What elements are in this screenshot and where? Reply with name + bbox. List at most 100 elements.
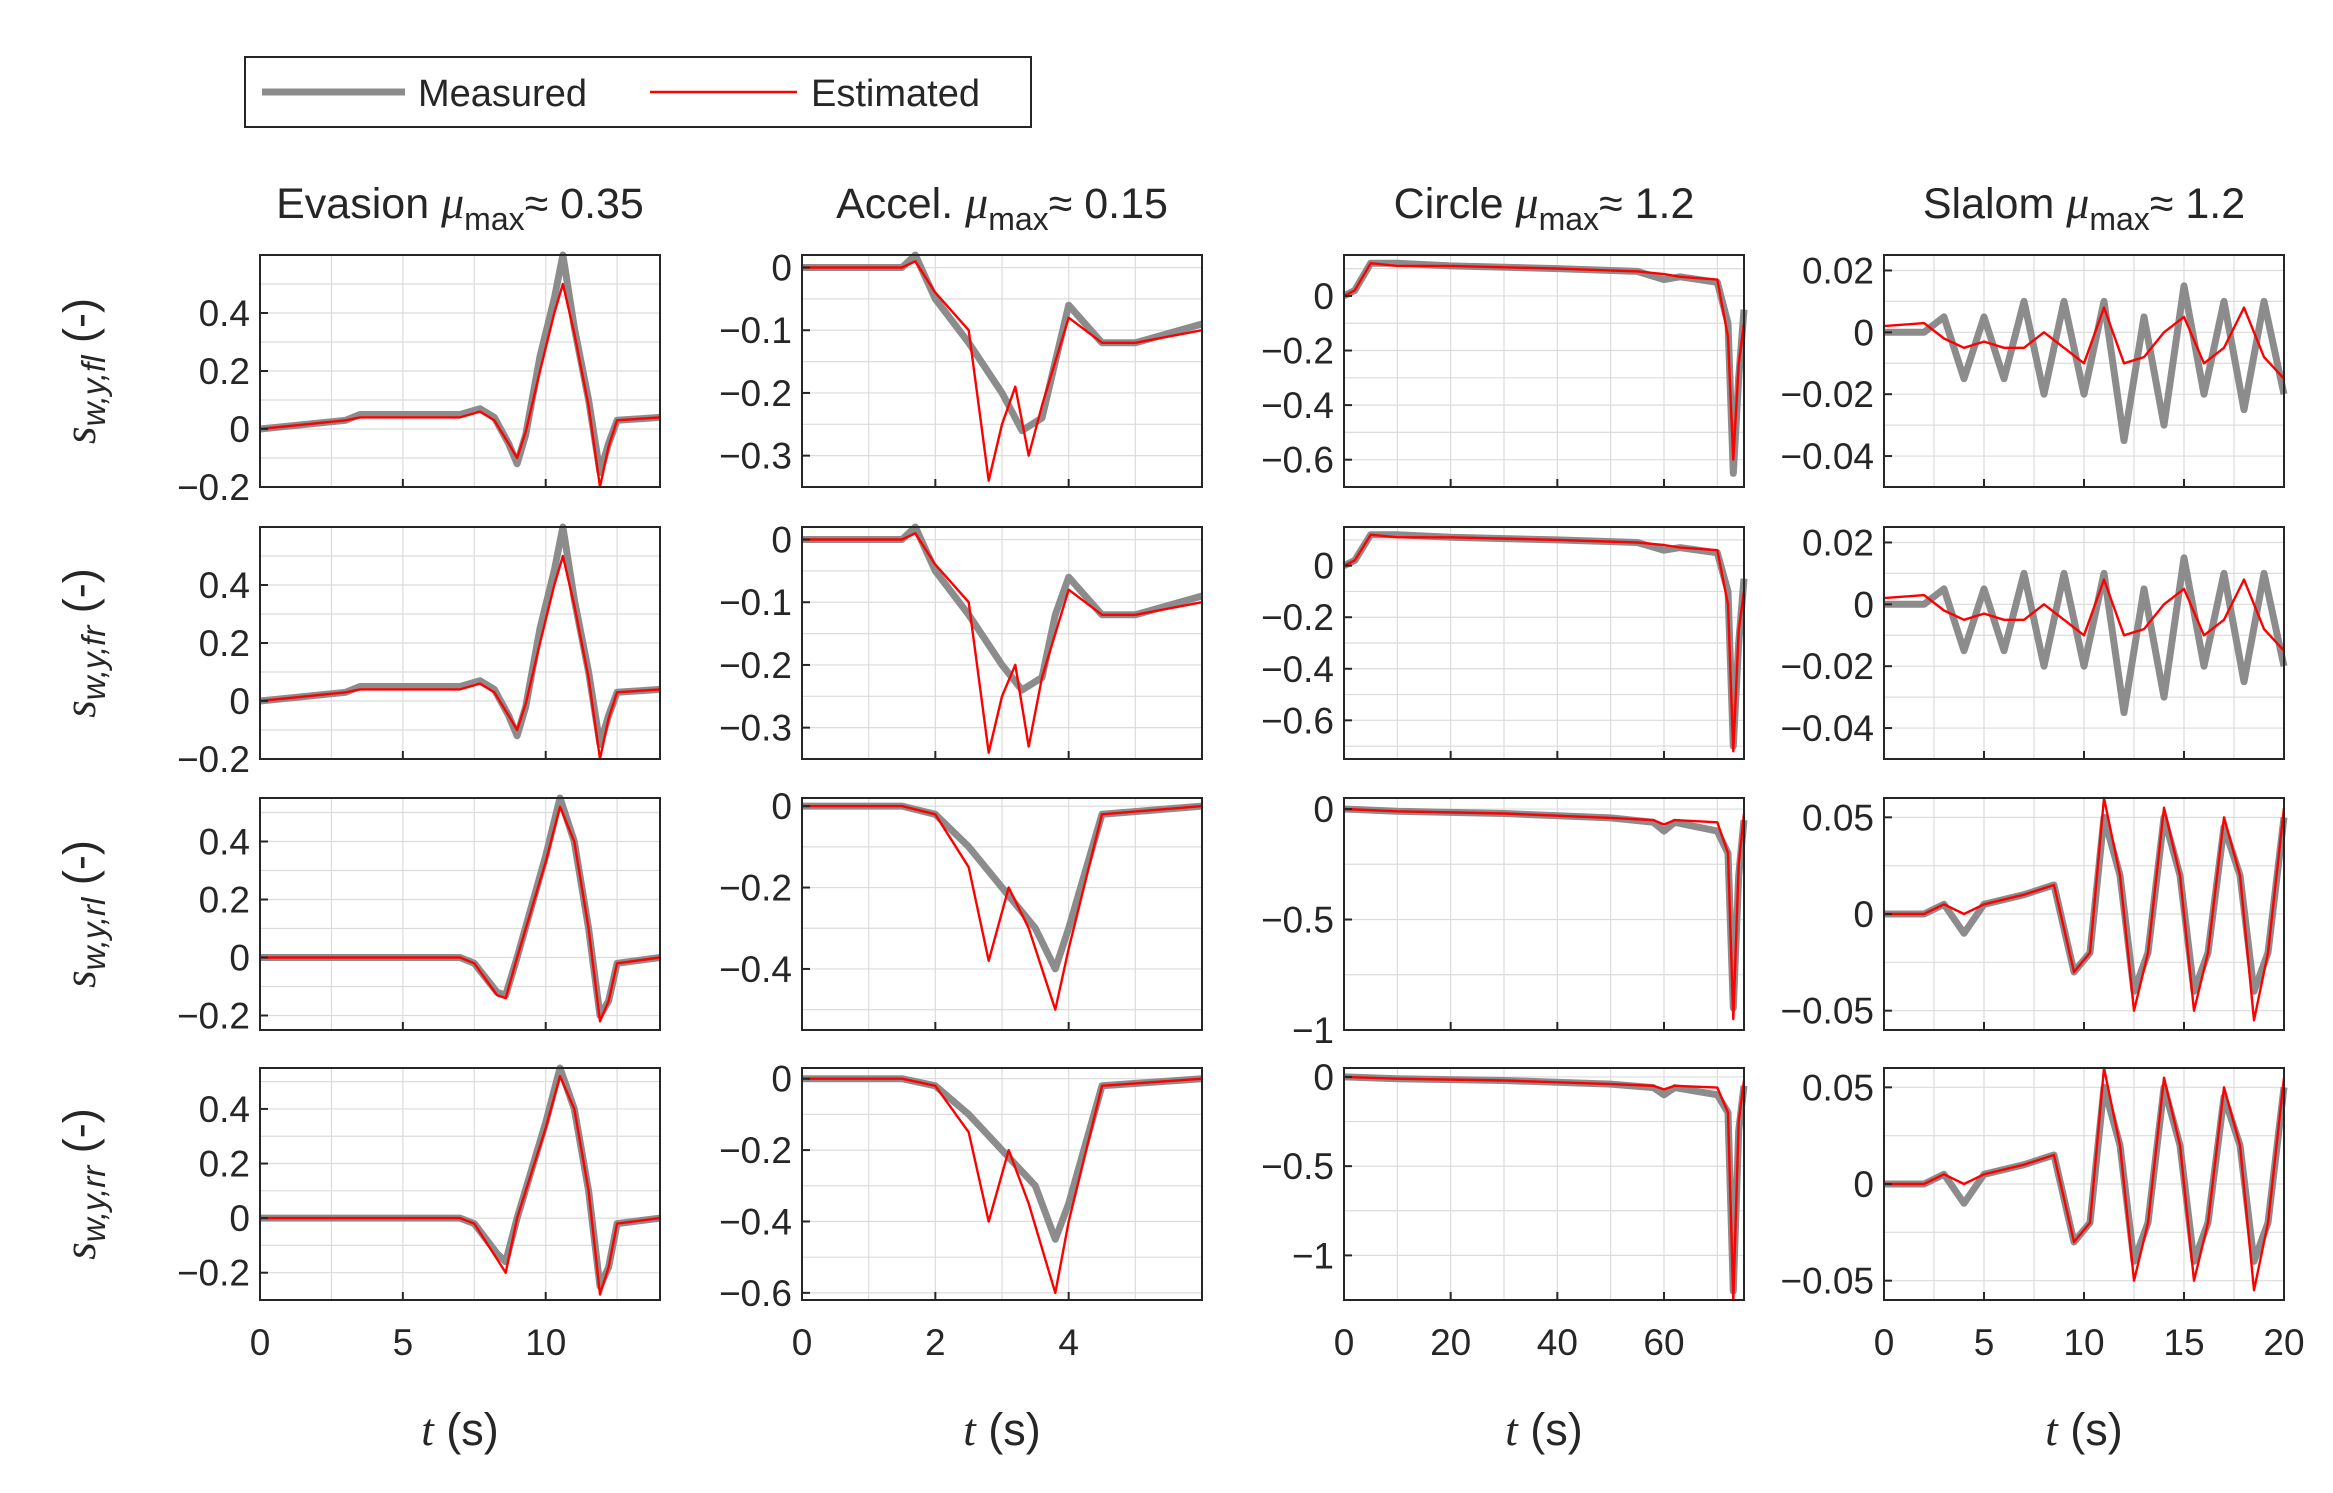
x-tick-label: 15 — [2163, 1322, 2204, 1363]
axes-frame — [1343, 1067, 1745, 1301]
panel-r2-c1: −0.4 −0.2 0 — [719, 786, 1203, 1031]
mu-symbol: μ — [964, 177, 988, 228]
y-tick-label: −0.4 — [719, 1201, 792, 1242]
y-tick-label: −0.2 — [1261, 331, 1334, 372]
y-tick-label: 0 — [1853, 894, 1874, 935]
mu-symbol: μ — [2065, 177, 2089, 228]
panel-r0-c3: −0.04 −0.02 0 0.02 — [1780, 250, 2288, 488]
y-tick-label: −0.02 — [1780, 374, 1874, 415]
y-tick-label: −0.5 — [1261, 900, 1334, 941]
panel-r1-c1: −0.3 −0.2 −0.1 0 — [719, 520, 1203, 760]
measured-line — [259, 251, 661, 476]
y-axis-label-w-y-rr: sw,y,rr (-) — [54, 1108, 112, 1259]
y-tick-label: −0.2 — [719, 868, 792, 909]
y-tick-label: 0.4 — [199, 565, 250, 606]
y-tick-label: −0.2 — [177, 1253, 250, 1294]
panel-r1-c0: −0.2 0 0.2 0.4 sw,y,fr (-) — [54, 523, 661, 780]
y-tick-label: 0.02 — [1802, 250, 1874, 291]
y-tick-label: −0.4 — [1261, 385, 1334, 426]
y-tick-label: 0 — [771, 786, 792, 827]
legend-measured-label: Measured — [418, 73, 587, 115]
y-tick-label: −0.1 — [719, 310, 792, 351]
y-tick-label: −0.4 — [1261, 649, 1334, 690]
x-tick-label: 40 — [1537, 1322, 1578, 1363]
mu-symbol: μ — [440, 177, 464, 228]
estimated-line — [802, 260, 1203, 482]
y-tick-label: 0.4 — [199, 822, 250, 863]
y-tick-label: 0 — [1313, 789, 1334, 830]
estimated-line — [1884, 1066, 2286, 1292]
measured-line — [260, 1064, 661, 1290]
measured-line — [1342, 531, 1748, 750]
x-tick-label: 0 — [792, 1322, 813, 1363]
panel-r2-c0: −0.2 0 0.2 0.4 sw,y,rl (-) — [54, 794, 661, 1037]
y-tick-label: 0 — [229, 681, 250, 722]
axes-frame — [801, 526, 1203, 760]
x-axis-label: t (s) — [963, 1404, 1041, 1455]
y-tick-label: 0 — [229, 409, 250, 450]
y-tick-label: 0.02 — [1802, 522, 1874, 563]
y-tick-label: 0 — [229, 938, 250, 979]
y-tick-label: −0.2 — [177, 996, 250, 1037]
estimated-line — [802, 804, 1203, 1011]
estimated-line — [1884, 796, 2286, 1022]
y-tick-label: −0.6 — [719, 1273, 792, 1314]
y-tick-label: −0.5 — [1261, 1146, 1334, 1187]
column-title-0: Evasion μmax≈ 0.35 — [276, 177, 644, 237]
y-tick-label: −0.2 — [177, 467, 250, 508]
y-tick-label: −0.02 — [1780, 646, 1874, 687]
panel-r0-c1: −0.3 −0.2 −0.1 0 — [719, 248, 1203, 488]
y-tick-label: 0.2 — [199, 351, 250, 392]
y-tick-label: −1 — [1292, 1010, 1334, 1051]
panel-r2-c2: −1 −0.5 0 — [1261, 789, 1748, 1051]
mu-symbol: μ — [1514, 177, 1538, 228]
panel-r3-c0: −0.200.20.40 5 10t (s)sw,y,rr (-) — [54, 1064, 661, 1455]
y-tick-label: 0 — [1853, 584, 1874, 625]
y-axis-label-w-y-rl: sw,y,rl (-) — [54, 840, 112, 988]
measured-line — [1343, 805, 1748, 1012]
y-axis-label-w-y-fl: sw,y,fl (-) — [54, 298, 112, 444]
y-tick-label: 0.05 — [1802, 797, 1874, 838]
y-tick-label: −1 — [1292, 1235, 1334, 1276]
x-tick-label: 0 — [1874, 1322, 1895, 1363]
y-tick-label: 0 — [771, 248, 792, 289]
y-tick-label: 0.05 — [1802, 1067, 1874, 1108]
y-tick-label: −0.3 — [719, 436, 792, 477]
y-tick-label: 0 — [1853, 1164, 1874, 1205]
y-tick-label: −0.05 — [1780, 1261, 1874, 1302]
y-tick-label: 0.4 — [199, 293, 250, 334]
panel-r3-c2: −1 −0.5 0 0 20 40 60 t (s) — [1261, 1057, 1748, 1455]
panels: Evasion μmax≈ 0.35 Accel. μmax≈ 0.15 Circl… — [54, 177, 2305, 1455]
panel-r3-c1: −0.6 −0.4 −0.2 0 0 2 4 t (s) — [719, 1059, 1203, 1455]
y-tick-label: −0.1 — [719, 582, 792, 623]
y-tick-label: 0 — [1313, 1057, 1334, 1098]
measured-line — [259, 523, 661, 748]
estimated-line — [802, 532, 1203, 754]
estimated-line — [260, 1074, 661, 1296]
y-tick-label: 0.2 — [199, 623, 250, 664]
measured-line — [260, 794, 661, 1019]
x-tick-label: 5 — [393, 1322, 414, 1363]
column-title-3: Slalom μmax≈ 1.2 — [1923, 177, 2245, 237]
axes-frame — [801, 1067, 1203, 1301]
legend: Measured Estimated — [244, 56, 1032, 128]
y-tick-label: −0.4 — [719, 949, 792, 990]
x-axis-label: t (s) — [2045, 1404, 2123, 1455]
y-tick-label: −0.6 — [1261, 700, 1334, 741]
column-title-2: Circle μmax≈ 1.2 — [1394, 177, 1695, 237]
y-tick-label: −0.3 — [719, 708, 792, 749]
x-tick-label: 10 — [2063, 1322, 2104, 1363]
y-tick-label: −0.2 — [719, 645, 792, 686]
axes-frame — [259, 797, 661, 1031]
x-tick-label: 20 — [1430, 1322, 1471, 1363]
x-tick-label: 0 — [250, 1322, 271, 1363]
panel-r0-c2: −0.6 −0.4 −0.2 0 — [1261, 254, 1748, 488]
axes-frame — [801, 254, 1203, 488]
x-tick-label: 0 — [1334, 1322, 1355, 1363]
y-tick-label: −0.04 — [1780, 436, 1874, 477]
axes-frame — [801, 797, 1203, 1031]
measured-line — [1342, 259, 1748, 477]
y-tick-label: −0.2 — [719, 373, 792, 414]
